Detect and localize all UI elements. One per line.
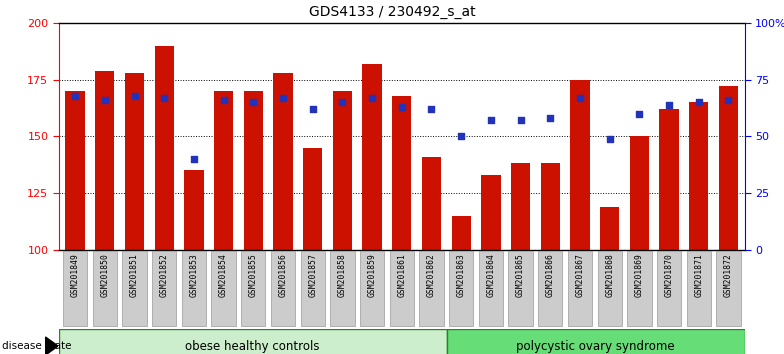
FancyBboxPatch shape: [538, 251, 562, 326]
FancyBboxPatch shape: [270, 251, 296, 326]
Text: GSM201865: GSM201865: [516, 253, 525, 297]
Text: disease state: disease state: [2, 341, 71, 351]
Text: GSM201858: GSM201858: [338, 253, 347, 297]
Bar: [95, 70, 114, 250]
Point: [307, 106, 319, 112]
Point: [129, 93, 141, 98]
FancyBboxPatch shape: [627, 251, 652, 326]
Text: GSM201870: GSM201870: [665, 253, 673, 297]
FancyBboxPatch shape: [479, 251, 503, 326]
FancyBboxPatch shape: [390, 251, 414, 326]
Bar: [689, 102, 709, 250]
Point: [366, 95, 379, 101]
Point: [277, 95, 289, 101]
FancyBboxPatch shape: [568, 251, 592, 326]
Text: GSM201849: GSM201849: [71, 253, 80, 297]
Text: GSM201855: GSM201855: [249, 253, 258, 297]
Text: GSM201851: GSM201851: [130, 253, 139, 297]
Bar: [66, 91, 85, 250]
FancyBboxPatch shape: [449, 251, 474, 326]
FancyBboxPatch shape: [63, 251, 87, 326]
Bar: [125, 73, 144, 250]
Point: [604, 136, 616, 141]
Text: GSM201857: GSM201857: [308, 253, 318, 297]
Bar: [362, 64, 382, 250]
Bar: [659, 109, 679, 250]
Bar: [630, 136, 649, 250]
FancyBboxPatch shape: [152, 251, 176, 326]
Bar: [244, 91, 263, 250]
Text: GSM201852: GSM201852: [160, 253, 169, 297]
Text: GSM201869: GSM201869: [635, 253, 644, 297]
Text: GSM201856: GSM201856: [278, 253, 288, 297]
Text: GSM201862: GSM201862: [427, 253, 436, 297]
FancyBboxPatch shape: [717, 251, 741, 326]
Bar: [422, 157, 441, 250]
FancyBboxPatch shape: [212, 251, 236, 326]
Text: GSM201853: GSM201853: [190, 253, 198, 297]
FancyBboxPatch shape: [122, 251, 147, 326]
FancyBboxPatch shape: [241, 251, 266, 326]
Text: GSM201867: GSM201867: [575, 253, 585, 297]
Bar: [541, 164, 560, 250]
FancyBboxPatch shape: [300, 251, 325, 326]
Text: GSM201861: GSM201861: [397, 253, 406, 297]
FancyBboxPatch shape: [419, 251, 444, 326]
FancyBboxPatch shape: [330, 251, 354, 326]
Bar: [719, 86, 738, 250]
Text: GSM201859: GSM201859: [368, 253, 376, 297]
Point: [455, 133, 467, 139]
Bar: [452, 216, 471, 250]
Text: GSM201854: GSM201854: [219, 253, 228, 297]
FancyBboxPatch shape: [687, 251, 711, 326]
Bar: [214, 91, 234, 250]
Bar: [332, 91, 352, 250]
FancyBboxPatch shape: [508, 251, 533, 326]
Point: [722, 97, 735, 103]
Point: [514, 118, 527, 123]
Text: GSM201872: GSM201872: [724, 253, 733, 297]
Text: polycystic ovary syndrome: polycystic ovary syndrome: [517, 339, 675, 353]
Point: [425, 106, 437, 112]
Point: [247, 99, 260, 105]
FancyBboxPatch shape: [657, 251, 681, 326]
Point: [158, 95, 170, 101]
Text: GSM201871: GSM201871: [695, 253, 703, 297]
Point: [99, 97, 111, 103]
FancyBboxPatch shape: [182, 251, 206, 326]
Text: obese healthy controls: obese healthy controls: [186, 339, 320, 353]
Point: [395, 104, 408, 110]
FancyBboxPatch shape: [360, 251, 384, 326]
Bar: [184, 170, 204, 250]
Point: [692, 99, 705, 105]
FancyBboxPatch shape: [447, 329, 745, 354]
Point: [217, 97, 230, 103]
Point: [574, 95, 586, 101]
Point: [544, 115, 557, 121]
Text: GDS4133 / 230492_s_at: GDS4133 / 230492_s_at: [309, 5, 475, 19]
Text: GSM201864: GSM201864: [486, 253, 495, 297]
Point: [662, 102, 675, 107]
Text: GSM201863: GSM201863: [457, 253, 466, 297]
FancyBboxPatch shape: [59, 329, 447, 354]
Point: [187, 156, 200, 162]
Bar: [154, 46, 174, 250]
Bar: [303, 148, 322, 250]
Bar: [274, 73, 292, 250]
Bar: [392, 96, 412, 250]
Point: [485, 118, 497, 123]
Bar: [511, 164, 530, 250]
Polygon shape: [45, 337, 58, 354]
Bar: [570, 80, 590, 250]
Text: GSM201850: GSM201850: [100, 253, 109, 297]
Point: [633, 111, 646, 116]
Bar: [481, 175, 500, 250]
Bar: [600, 206, 619, 250]
FancyBboxPatch shape: [597, 251, 622, 326]
Point: [69, 93, 82, 98]
Text: GSM201868: GSM201868: [605, 253, 614, 297]
Point: [336, 99, 349, 105]
FancyBboxPatch shape: [93, 251, 117, 326]
Text: GSM201866: GSM201866: [546, 253, 555, 297]
